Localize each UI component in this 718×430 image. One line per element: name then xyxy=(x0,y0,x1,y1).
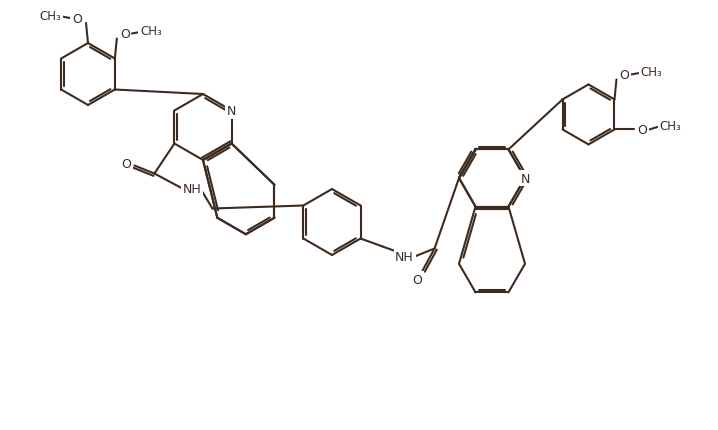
Text: O: O xyxy=(72,12,82,25)
Text: CH₃: CH₃ xyxy=(39,9,61,22)
Text: O: O xyxy=(121,158,131,171)
Text: O: O xyxy=(120,28,130,41)
Text: CH₃: CH₃ xyxy=(640,66,663,79)
Text: O: O xyxy=(413,273,422,286)
Text: NH: NH xyxy=(395,250,414,264)
Text: N: N xyxy=(521,172,530,185)
Text: N: N xyxy=(227,105,236,118)
Text: O: O xyxy=(620,69,630,82)
Text: CH₃: CH₃ xyxy=(660,120,681,132)
Text: O: O xyxy=(638,124,648,137)
Text: CH₃: CH₃ xyxy=(140,25,162,38)
Text: NH: NH xyxy=(183,183,202,196)
